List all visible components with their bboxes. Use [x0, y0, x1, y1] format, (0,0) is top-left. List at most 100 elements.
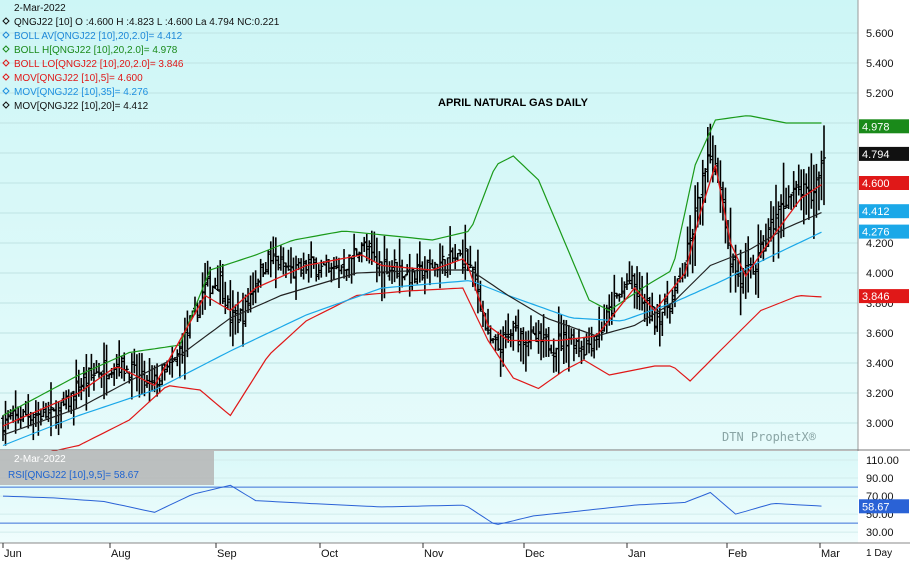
time-axis	[0, 543, 910, 562]
ohlc-bar	[551, 338, 556, 373]
ohlc-bar	[534, 322, 539, 343]
ohlc-bar	[246, 288, 251, 314]
month-label: Mar	[821, 548, 840, 560]
price-tag-label: 4.794	[862, 149, 890, 161]
ohlc-bar	[99, 371, 104, 388]
ohlc-bar	[617, 293, 622, 302]
ohlc-bar	[559, 314, 564, 352]
legend: QNGJ22 [10] O :4.600 H :4.823 L :4.600 L…	[2, 17, 280, 112]
ohlc-bar	[104, 344, 109, 396]
month-label: Sep	[217, 548, 237, 560]
ohlc-bar	[445, 257, 450, 278]
watermark: DTN ProphetX®	[722, 430, 817, 444]
ohlc-bar	[112, 363, 117, 386]
price-tick-label: 4.200	[866, 238, 894, 250]
ohlc-bar	[417, 241, 422, 283]
ohlc-bar	[544, 328, 549, 357]
rsi-label-box	[0, 451, 214, 485]
ohlc-bar	[230, 290, 235, 347]
price-tag-label: 3.846	[862, 291, 890, 303]
ohlc-bar	[157, 377, 162, 394]
price-tag-box	[859, 289, 909, 304]
ohlc-bar	[473, 261, 478, 291]
ohlc-bar	[523, 331, 528, 372]
diamond-icon	[2, 59, 10, 67]
ohlc-bar	[488, 325, 493, 345]
ohlc-bar	[228, 280, 233, 337]
ohlc-bar	[31, 412, 36, 441]
ohlc-bar	[549, 344, 554, 354]
ohlc-bar	[51, 407, 56, 412]
ohlc-bar	[316, 264, 321, 280]
ohlc-bar	[220, 263, 225, 304]
diamond-icon	[2, 17, 10, 25]
ohlc-bar	[203, 262, 208, 310]
ohlc-bar	[405, 264, 410, 276]
price-tag: 4.276	[859, 224, 909, 239]
ohlc-bars	[1, 123, 826, 446]
ohlc-bar	[791, 171, 796, 208]
ohlc-bar	[756, 224, 761, 298]
ohlc-bar	[339, 264, 344, 275]
rsi-tick-label: 30.00	[866, 527, 894, 539]
ohlc-bar	[518, 327, 523, 362]
legend-item-label: BOLL LO[QNGJ22 [10],20,2.0]= 3.846	[14, 59, 184, 70]
ohlc-bar	[210, 285, 215, 295]
month-label: Jun	[4, 548, 22, 560]
ohlc-bar	[266, 250, 271, 275]
time-axis-months: Jun Aug Sep Oct Nov Dec Jan Feb Mar	[2, 543, 840, 560]
ohlc-bar	[688, 215, 693, 265]
price-tag-label: 4.978	[862, 121, 890, 133]
rsi-grid	[0, 459, 858, 533]
ohlc-bar	[11, 405, 16, 423]
ohlc-bar	[352, 233, 357, 276]
ohlc-bar	[256, 278, 261, 293]
ohlc-bar	[271, 236, 276, 265]
price-tick-label: 5.600	[866, 28, 894, 40]
ohlc-bar	[675, 278, 680, 294]
ohlc-bar	[576, 328, 581, 358]
ohlc-bar	[738, 249, 743, 316]
diamond-icon	[2, 73, 10, 81]
legend-item: MOV[QNGJ22 [10],20]= 4.412	[2, 101, 149, 112]
ma35-line	[2, 231, 822, 447]
ohlc-bar	[59, 401, 64, 429]
ma20-line	[2, 212, 822, 436]
ohlc-bar	[407, 253, 412, 297]
rsi-axis	[858, 451, 910, 543]
ohlc-bar	[493, 334, 498, 351]
ohlc-bar	[501, 326, 506, 367]
ohlc-bar	[819, 150, 824, 201]
rsi-date-label: 2-Mar-2022	[14, 454, 66, 465]
rsi-label: RSI[QNGJ22 [10],9,5]= 58.67	[8, 470, 139, 481]
legend-header-text: QNGJ22 [10] O :4.600 H :4.823 L :4.600 L…	[14, 17, 280, 28]
ohlc-bar	[513, 315, 518, 332]
ohlc-bar	[251, 272, 256, 306]
diamond-icon	[2, 87, 10, 95]
rsi-tick-label: 110.00	[866, 455, 899, 467]
ohlc-bar	[392, 249, 397, 283]
ohlc-bar	[18, 406, 23, 429]
ohlc-bar	[347, 254, 352, 278]
ohlc-bar	[41, 401, 46, 418]
price-tag: 4.600	[859, 176, 909, 190]
ohlc-bar	[205, 260, 210, 287]
ohlc-bar	[536, 319, 541, 354]
ohlc-bar	[539, 323, 544, 361]
ohlc-bar	[614, 292, 619, 299]
ohlc-bar	[3, 400, 8, 446]
ohlc-bar	[162, 362, 167, 381]
ohlc-bar	[215, 265, 220, 292]
ohlc-bar	[306, 253, 311, 283]
ohlc-bar	[470, 266, 475, 288]
price-tag: 4.794	[859, 146, 909, 161]
ohlc-bar	[107, 373, 112, 380]
price-tick-label: 3.000	[866, 418, 894, 430]
price-tag: 3.846	[859, 289, 909, 304]
legend-item-label: MOV[QNGJ22 [10],35]= 4.276	[14, 87, 149, 98]
legend-item: MOV[QNGJ22 [10],35]= 4.276	[2, 87, 149, 98]
price-tag-label: 4.600	[862, 178, 890, 190]
legend-item-label: MOV[QNGJ22 [10],5]= 4.600	[14, 73, 143, 84]
ohlc-bar	[364, 233, 369, 262]
